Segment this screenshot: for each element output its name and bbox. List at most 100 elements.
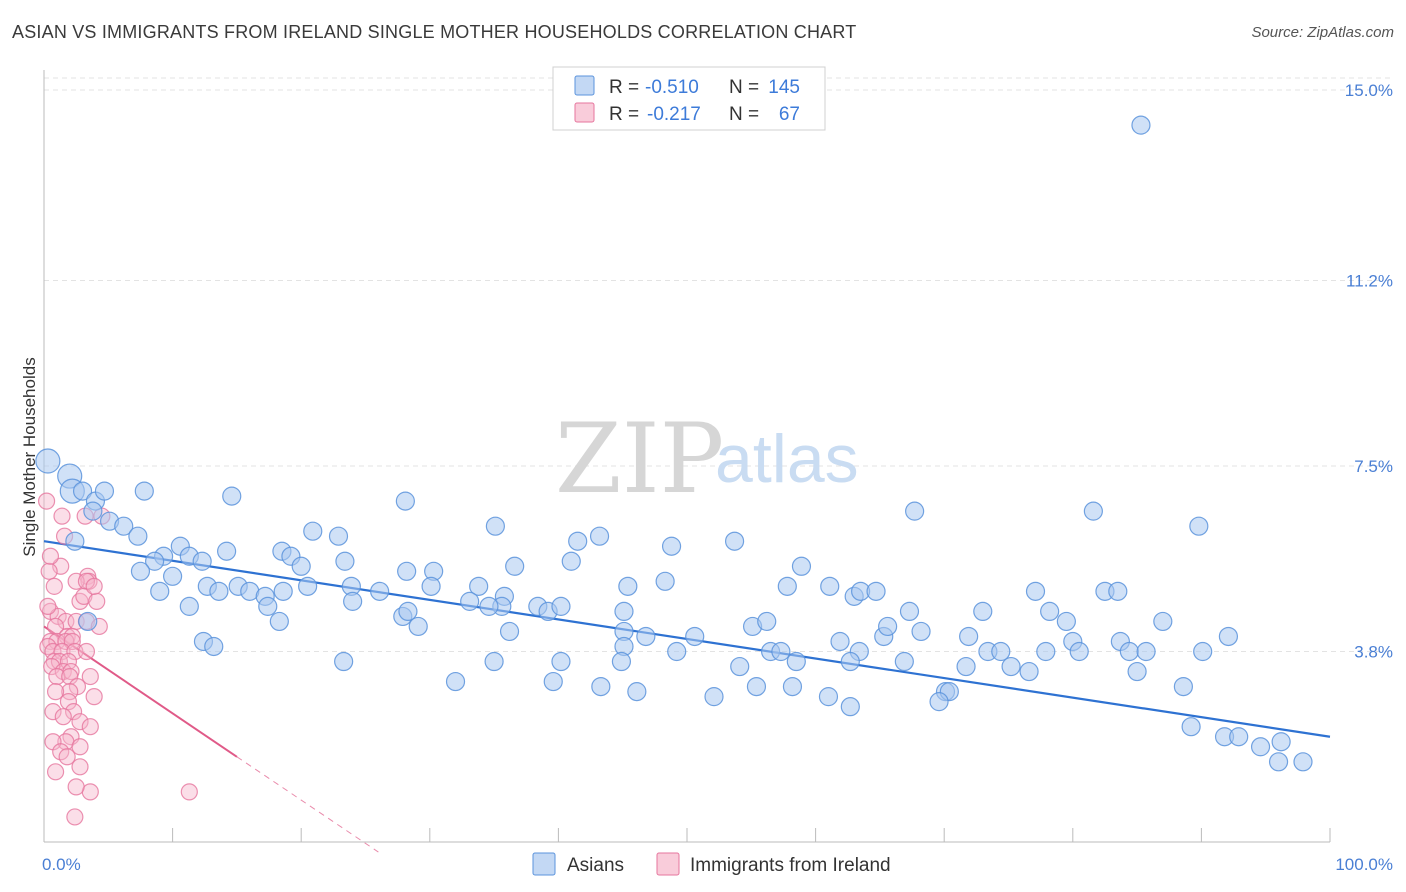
point-asians [973,601,993,622]
point-asians [1153,611,1173,632]
point-asians [786,651,806,672]
point-asians [303,521,323,541]
point-asians [269,611,289,632]
point-asians [929,692,949,712]
legend-r-label-immigrants-from-ireland: R = [609,104,639,125]
point-asians [78,611,98,632]
point-asians [777,576,797,596]
point-asians [343,591,363,611]
legend-r-label-asians: R = [609,77,639,98]
y-tick-label: 15.0% [1345,81,1393,100]
point-asians [840,697,860,717]
point-asians [150,581,170,601]
point-asians [959,626,979,647]
point-immigrants-from-ireland [75,587,93,605]
point-asians [273,581,293,601]
point-asians [134,481,154,501]
point-asians [866,581,886,601]
legend-item-immigrants-from-ireland-swatch [656,852,680,876]
legend-item-asians-label: Asians [567,855,624,876]
point-asians [421,576,441,596]
point-asians [589,526,610,546]
legend-n-label-asians: N = [729,77,759,98]
point-asians [1271,732,1291,752]
point-asians [757,611,777,632]
stats-legend: R = -0.510 N = 145 R = -0.217 N = 67 [552,66,826,131]
point-asians [222,486,242,506]
x-tick-labels: 0.0% 100.0% [42,855,1393,874]
legend-item-asians-swatch [532,852,556,876]
watermark-zip: ZIP [555,403,724,515]
x-tick-label-min: 0.0% [42,855,81,874]
point-immigrants-from-ireland [58,748,76,766]
point-immigrants-from-ireland [77,642,96,661]
legend-item-immigrants-from-ireland-label: Immigrants from Ireland [690,855,891,876]
point-immigrants-from-ireland [66,808,84,826]
series-immigrants-from-ireland [37,492,198,826]
point-asians [568,531,588,551]
legend-n-value-immigrants-from-ireland: 67 [779,104,800,125]
stats-legend-box [552,66,826,131]
point-asians [685,626,705,647]
point-asians [704,687,724,707]
point-asians [991,641,1011,662]
point-asians [894,651,914,672]
point-immigrants-from-ireland [44,703,62,721]
point-immigrants-from-ireland [39,597,57,615]
point-asians [291,556,311,576]
y-tick-labels: 3.8% 7.5% 11.2% 15.0% [1345,81,1393,661]
x-tick-label-max: 100.0% [1335,855,1393,874]
point-asians [627,682,647,702]
point-asians [1189,516,1209,536]
point-immigrants-from-ireland [71,738,89,756]
point-asians [499,621,520,642]
point-asians [591,676,611,697]
point-asians [72,481,93,501]
point-asians [370,581,390,601]
point-asians [398,601,418,622]
point-asians [746,676,767,697]
point-asians [899,601,920,622]
point-immigrants-from-ireland [88,592,106,610]
point-asians [561,551,581,571]
point-asians [1040,601,1060,622]
legend-r-value-immigrants-from-ireland: -0.217 [647,104,701,125]
point-asians [1229,727,1249,747]
point-asians [395,491,415,511]
point-asians [878,616,898,637]
point-immigrants-from-ireland [59,693,78,711]
point-asians [661,536,682,556]
point-asians [334,651,354,672]
point-asians [1268,752,1289,772]
point-asians [335,551,355,571]
point-asians [469,576,489,596]
point-asians [1069,641,1089,662]
point-immigrants-from-ireland [71,713,89,731]
point-asians [1293,752,1313,772]
point-asians [1108,581,1128,601]
point-asians [328,526,349,546]
point-asians [397,561,417,581]
grid-lines [44,77,1392,653]
point-asians [667,641,687,662]
point-asians [217,541,237,561]
point-asians [1181,717,1201,737]
point-asians [94,481,115,501]
point-asians [1131,115,1151,135]
point-asians [1250,737,1271,757]
point-asians [258,596,278,616]
point-asians [551,596,571,616]
point-asians [840,651,860,672]
point-asians [818,687,839,707]
point-asians [782,676,803,697]
point-immigrants-from-ireland [41,547,60,565]
point-immigrants-from-ireland [81,667,99,686]
point-asians [35,448,61,474]
point-asians [543,671,563,692]
legend-swatch-asians [574,75,595,96]
watermark: ZIP atlas [555,403,859,515]
point-asians [1056,611,1076,632]
point-asians [1001,656,1021,677]
point-asians [460,591,480,611]
point-immigrants-from-ireland [81,718,99,736]
